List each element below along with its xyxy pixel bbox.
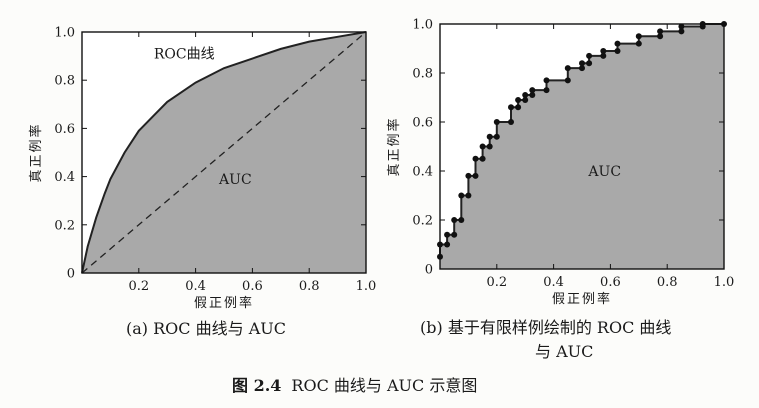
chart-b-x-tick-label-2: 0.6 bbox=[600, 275, 621, 290]
chart-b-axes-frame bbox=[439, 23, 725, 270]
chart-b-y-tick-label-3: 0.6 bbox=[412, 116, 433, 131]
chart-b-series-0-point-33 bbox=[586, 52, 593, 59]
chart-b-auc-area bbox=[440, 24, 724, 269]
chart-b-series-0-point-28 bbox=[564, 77, 571, 84]
chart-b-series-0-point-10 bbox=[472, 172, 479, 179]
chart-b-y-tick-label-5: 1.0 bbox=[412, 18, 433, 33]
chart-a-annotation-0: ROC曲线 bbox=[154, 47, 215, 63]
chart-a-series-0-line bbox=[81, 31, 367, 274]
chart-b-series-0-point-12 bbox=[479, 155, 486, 162]
chart-a-roc-curve: 0.2 0.4 0.6 0.8 1.0 0 0.2 0.4 0.6 0.8 1.0 假正例率 真正例率 R… bbox=[28, 26, 377, 312]
chart-b-series-0-point-15 bbox=[486, 133, 493, 140]
chart-b-x-tick-label-3: 0.8 bbox=[657, 275, 678, 290]
figure-caption-text: ROC 曲线与 AUC 示意图 bbox=[291, 376, 478, 395]
chart-a-y-tick-label-3: 0.6 bbox=[54, 122, 75, 137]
caption-b-line1: (b) 基于有限样例绘制的 ROC 曲线 bbox=[420, 318, 672, 337]
chart-b-series-0-point-23 bbox=[522, 92, 529, 99]
chart-b-annotation-0: AUC bbox=[587, 164, 621, 180]
chart-a-axes-frame bbox=[81, 31, 367, 274]
chart-b-series-0-point-26 bbox=[543, 87, 550, 94]
chart-b-series-0-point-34 bbox=[600, 52, 607, 59]
chart-b-x-tick-label-0: 0.2 bbox=[486, 275, 507, 290]
chart-b-series-0-point-14 bbox=[486, 143, 493, 150]
figure-label: 图 2.4 bbox=[232, 376, 282, 395]
chart-b-series-0-point-36 bbox=[614, 47, 621, 54]
chart-b-series-0-point-22 bbox=[522, 96, 529, 103]
chart-b-y-axis-label: 真正例率 bbox=[386, 116, 402, 176]
chart-b-y-tick-label-0: 0 bbox=[425, 263, 433, 278]
chart-b-series-0-point-39 bbox=[635, 33, 642, 40]
chart-a-y-tick-label-4: 0.8 bbox=[54, 74, 75, 89]
chart-b-series-0-point-6 bbox=[458, 217, 465, 223]
chart-a-y-tick-label-5: 1.0 bbox=[54, 26, 75, 41]
chart-b-series-0-point-5 bbox=[451, 217, 458, 223]
chart-a-x-tick-label-3: 0.8 bbox=[299, 279, 320, 294]
chart-a-x-tick-label-1: 0.4 bbox=[185, 279, 206, 294]
caption-a: (a) ROC 曲线与 AUC bbox=[126, 319, 286, 338]
chart-b-series-0-point-19 bbox=[508, 104, 514, 111]
chart-b-x-tick-label-4: 1.0 bbox=[714, 275, 735, 290]
chart-b-series-0-point-35 bbox=[600, 47, 607, 54]
chart-b-series-0-point-24 bbox=[529, 92, 536, 99]
chart-b-series-0-point-30 bbox=[579, 65, 585, 72]
caption-b-line2: 与 AUC bbox=[535, 342, 594, 361]
chart-b-series-0-point-4 bbox=[451, 231, 458, 238]
chart-b-series-0-point-31 bbox=[579, 60, 585, 67]
chart-b-series-0-point-20 bbox=[515, 104, 522, 111]
chart-a-x-tick-label-2: 0.6 bbox=[242, 279, 263, 294]
chart-b-series-0-point-41 bbox=[657, 28, 664, 35]
chart-b-series-0-point-13 bbox=[479, 143, 486, 150]
chart-b-series-0-point-40 bbox=[657, 33, 664, 40]
chart-b-series-0-point-11 bbox=[472, 155, 479, 162]
chart-a-y-tick-label-1: 0.2 bbox=[54, 218, 75, 233]
chart-a-y-tick-label-0: 0 bbox=[67, 267, 75, 282]
chart-b-series-0-point-37 bbox=[614, 40, 621, 47]
chart-b-series-0-point-32 bbox=[586, 60, 593, 67]
chart-b-y-tick-label-4: 0.8 bbox=[412, 67, 433, 82]
chart-a-y-axis-label: 真正例率 bbox=[28, 122, 44, 182]
chart-a-y-tick-label-2: 0.4 bbox=[54, 170, 75, 185]
chart-a-series-1-line bbox=[81, 31, 367, 274]
chart-b-series-0-point-43 bbox=[678, 23, 685, 30]
figure-caption: 图 2.4 ROC 曲线与 AUC 示意图 bbox=[232, 376, 477, 396]
chart-b-series-0-point-27 bbox=[543, 77, 550, 84]
chart-b-series-0-point-25 bbox=[529, 87, 536, 94]
chart-b-x-axis-label: 假正例率 bbox=[552, 291, 612, 307]
chart-b-series-0-point-17 bbox=[493, 119, 500, 125]
chart-b-series-0-point-16 bbox=[493, 133, 500, 140]
chart-b-y-tick-label-2: 0.4 bbox=[412, 165, 433, 180]
chart-b-series-0-point-8 bbox=[465, 192, 472, 199]
chart-b-series-0-point-42 bbox=[678, 28, 685, 35]
chart-b-series-0-point-29 bbox=[564, 65, 571, 72]
chart-b-series-0-point-21 bbox=[515, 96, 522, 103]
chart-b-series-0-point-3 bbox=[444, 231, 451, 238]
chart-b-finite-sample-roc: 0.2 0.4 0.6 0.8 1.0 0 0.2 0.4 0.6 0.8 1.0 假正例率 真正例率 A… bbox=[386, 18, 735, 308]
chart-a-x-tick-label-0: 0.2 bbox=[128, 279, 149, 294]
chart-b-series-0-point-18 bbox=[508, 119, 514, 125]
chart-b-series-0-point-2 bbox=[444, 241, 451, 248]
chart-b-series-0-point-38 bbox=[635, 40, 642, 47]
chart-b-series-0-point-7 bbox=[458, 192, 465, 199]
chart-b-y-tick-label-1: 0.2 bbox=[412, 214, 433, 229]
chart-b-x-tick-label-1: 0.4 bbox=[543, 275, 564, 290]
chart-a-x-axis-label: 假正例率 bbox=[194, 295, 254, 311]
chart-a-annotation-1: AUC bbox=[218, 172, 252, 188]
chart-b-series-0-point-9 bbox=[465, 172, 472, 179]
chart-a-x-tick-label-4: 1.0 bbox=[356, 279, 377, 294]
